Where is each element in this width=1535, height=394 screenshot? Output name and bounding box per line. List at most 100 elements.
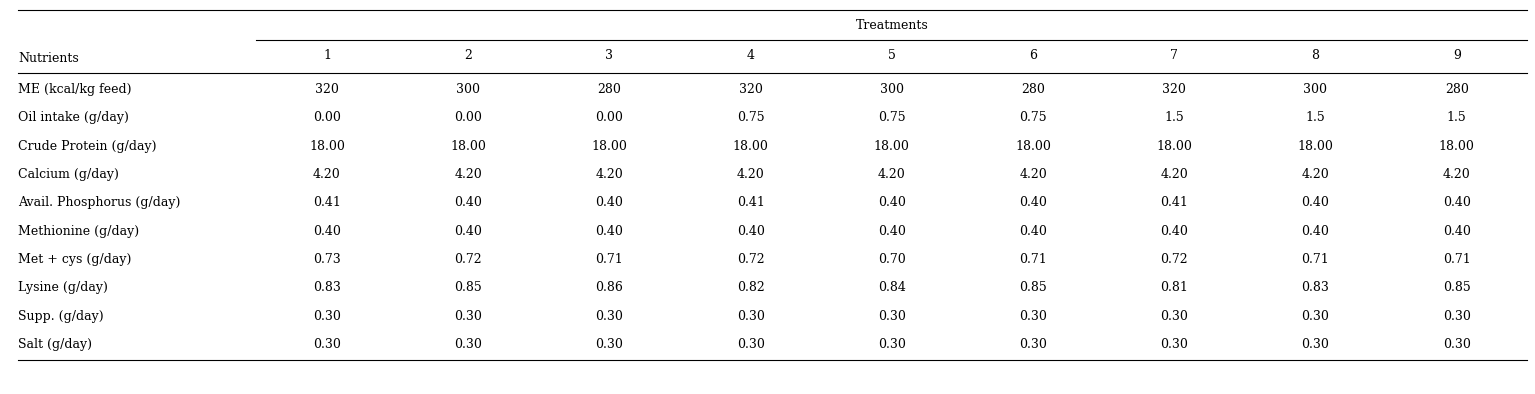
Text: 0.40: 0.40: [737, 225, 764, 238]
Text: 0.72: 0.72: [1160, 253, 1188, 266]
Text: 18.00: 18.00: [1438, 140, 1475, 153]
Text: 4.20: 4.20: [313, 168, 341, 181]
Text: Avail. Phosphorus (g/day): Avail. Phosphorus (g/day): [18, 197, 181, 209]
Text: 4.20: 4.20: [1302, 168, 1329, 181]
Text: 4.20: 4.20: [737, 168, 764, 181]
Text: 0.40: 0.40: [1302, 197, 1329, 209]
Text: 0.00: 0.00: [454, 112, 482, 125]
Text: 300: 300: [1303, 83, 1328, 96]
Text: 18.00: 18.00: [1156, 140, 1193, 153]
Text: 18.00: 18.00: [1015, 140, 1051, 153]
Text: 0.30: 0.30: [1019, 310, 1047, 323]
Text: 18.00: 18.00: [450, 140, 487, 153]
Text: 0.75: 0.75: [737, 112, 764, 125]
Text: 320: 320: [315, 83, 339, 96]
Text: ME (kcal/kg feed): ME (kcal/kg feed): [18, 83, 132, 96]
Text: 300: 300: [456, 83, 480, 96]
Text: 18.00: 18.00: [591, 140, 628, 153]
Text: 4.20: 4.20: [1160, 168, 1188, 181]
Text: 4.20: 4.20: [1443, 168, 1471, 181]
Text: 0.30: 0.30: [313, 338, 341, 351]
Text: 0.30: 0.30: [878, 338, 906, 351]
Text: 0.81: 0.81: [1160, 281, 1188, 294]
Text: 0.40: 0.40: [313, 225, 341, 238]
Text: Calcium (g/day): Calcium (g/day): [18, 168, 120, 181]
Text: 0.40: 0.40: [1443, 225, 1471, 238]
Text: 0.30: 0.30: [737, 338, 764, 351]
Text: 0.40: 0.40: [454, 225, 482, 238]
Text: 0.30: 0.30: [596, 310, 623, 323]
Text: 2: 2: [464, 49, 473, 62]
Text: 320: 320: [1162, 83, 1187, 96]
Text: Treatments: Treatments: [855, 19, 929, 32]
Text: Salt (g/day): Salt (g/day): [18, 338, 92, 351]
Text: 6: 6: [1028, 49, 1038, 62]
Text: Met + cys (g/day): Met + cys (g/day): [18, 253, 132, 266]
Text: 320: 320: [738, 83, 763, 96]
Text: 0.71: 0.71: [1443, 253, 1471, 266]
Text: 0.85: 0.85: [1443, 281, 1471, 294]
Text: 0.30: 0.30: [454, 310, 482, 323]
Text: 0.30: 0.30: [878, 310, 906, 323]
Text: 300: 300: [880, 83, 904, 96]
Text: Nutrients: Nutrients: [18, 52, 80, 65]
Text: 0.71: 0.71: [1019, 253, 1047, 266]
Text: 0.71: 0.71: [596, 253, 623, 266]
Text: 0.83: 0.83: [313, 281, 341, 294]
Text: 0.40: 0.40: [1302, 225, 1329, 238]
Text: 0.30: 0.30: [1302, 310, 1329, 323]
Text: 0.72: 0.72: [737, 253, 764, 266]
Text: 0.84: 0.84: [878, 281, 906, 294]
Text: 4.20: 4.20: [878, 168, 906, 181]
Text: 0.40: 0.40: [1019, 197, 1047, 209]
Text: 0.30: 0.30: [737, 310, 764, 323]
Text: 0.40: 0.40: [1443, 197, 1471, 209]
Text: 0.30: 0.30: [1160, 310, 1188, 323]
Text: 280: 280: [1021, 83, 1045, 96]
Text: 0.41: 0.41: [313, 197, 341, 209]
Text: 0.72: 0.72: [454, 253, 482, 266]
Text: 4: 4: [746, 49, 755, 62]
Text: 0.73: 0.73: [313, 253, 341, 266]
Text: 8: 8: [1311, 49, 1320, 62]
Text: 18.00: 18.00: [1297, 140, 1334, 153]
Text: 0.85: 0.85: [1019, 281, 1047, 294]
Text: 1.5: 1.5: [1165, 112, 1183, 125]
Text: 280: 280: [1444, 83, 1469, 96]
Text: 0.41: 0.41: [737, 197, 764, 209]
Text: 0.30: 0.30: [1443, 310, 1471, 323]
Text: 0.30: 0.30: [596, 338, 623, 351]
Text: 0.30: 0.30: [1160, 338, 1188, 351]
Text: 0.40: 0.40: [878, 197, 906, 209]
Text: 0.71: 0.71: [1302, 253, 1329, 266]
Text: 0.40: 0.40: [1160, 225, 1188, 238]
Text: 0.86: 0.86: [596, 281, 623, 294]
Text: 0.40: 0.40: [596, 225, 623, 238]
Text: 0.85: 0.85: [454, 281, 482, 294]
Text: 0.82: 0.82: [737, 281, 764, 294]
Text: 0.00: 0.00: [596, 112, 623, 125]
Text: 0.40: 0.40: [878, 225, 906, 238]
Text: Crude Protein (g/day): Crude Protein (g/day): [18, 140, 157, 153]
Text: Oil intake (g/day): Oil intake (g/day): [18, 112, 129, 125]
Text: 0.30: 0.30: [1443, 338, 1471, 351]
Text: 0.75: 0.75: [878, 112, 906, 125]
Text: 1.5: 1.5: [1306, 112, 1325, 125]
Text: 3: 3: [605, 49, 614, 62]
Text: 0.00: 0.00: [313, 112, 341, 125]
Text: 7: 7: [1170, 49, 1179, 62]
Text: 0.75: 0.75: [1019, 112, 1047, 125]
Text: 0.41: 0.41: [1160, 197, 1188, 209]
Text: 4.20: 4.20: [1019, 168, 1047, 181]
Text: 9: 9: [1452, 49, 1461, 62]
Text: Supp. (g/day): Supp. (g/day): [18, 310, 104, 323]
Text: 1.5: 1.5: [1448, 112, 1466, 125]
Text: 0.40: 0.40: [454, 197, 482, 209]
Text: 0.30: 0.30: [1302, 338, 1329, 351]
Text: 0.30: 0.30: [1019, 338, 1047, 351]
Text: Lysine (g/day): Lysine (g/day): [18, 281, 109, 294]
Text: 0.83: 0.83: [1302, 281, 1329, 294]
Text: 4.20: 4.20: [596, 168, 623, 181]
Text: 0.30: 0.30: [313, 310, 341, 323]
Text: 18.00: 18.00: [732, 140, 769, 153]
